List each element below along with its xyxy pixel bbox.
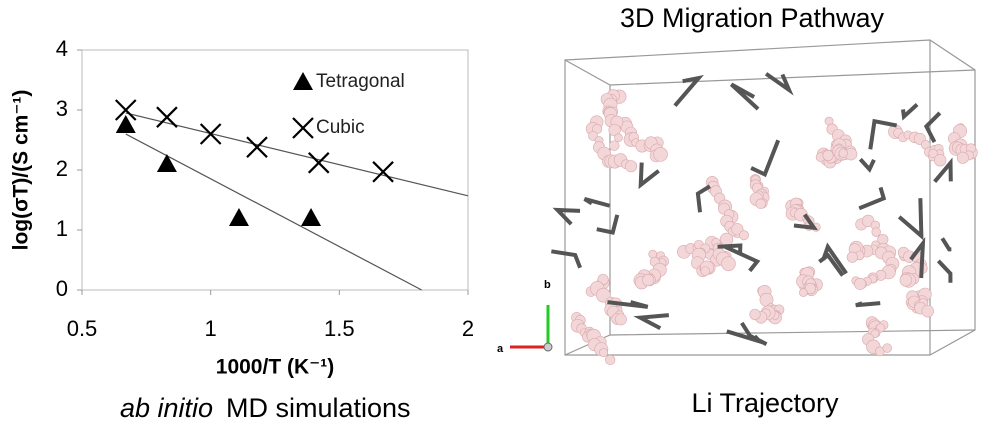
y-tick-label: 1 xyxy=(56,216,68,241)
data-point xyxy=(199,123,222,145)
trajectory-path xyxy=(909,236,926,279)
trajectory-path xyxy=(723,244,761,273)
cell-edge xyxy=(564,59,976,86)
trajectory-blob xyxy=(921,304,934,318)
plot-frame xyxy=(81,49,469,291)
trajectory-blob xyxy=(614,313,627,326)
data-point xyxy=(114,99,137,121)
trajectory-blob xyxy=(956,151,969,164)
cell-edge xyxy=(564,329,976,356)
trajectory-path xyxy=(855,301,881,308)
axis-origin xyxy=(543,342,553,352)
x-tick-label: 1 xyxy=(205,316,217,341)
trajectory-path xyxy=(901,103,919,121)
legend-marker xyxy=(293,72,313,90)
trajectory xyxy=(551,72,978,366)
trajectory-blob xyxy=(749,308,761,320)
trajectory-blob xyxy=(822,149,834,161)
y-tick-label: 0 xyxy=(56,276,68,301)
data-point xyxy=(301,208,322,226)
x-tick-label: 0.5 xyxy=(67,316,98,341)
caption-italic: ab initio xyxy=(120,393,213,423)
trajectory-path xyxy=(764,72,794,96)
data-point xyxy=(372,161,394,183)
trajectory-path xyxy=(933,157,953,183)
trajectory-path xyxy=(717,243,743,253)
trajectory-blob xyxy=(609,140,620,151)
trajectory-path xyxy=(633,313,670,331)
data-point xyxy=(228,208,249,226)
trajectory-path xyxy=(638,162,660,190)
image-title: 3D Migration Pathway xyxy=(620,3,885,33)
x-tick-label: 1.5 xyxy=(324,316,355,341)
trajectory-blob xyxy=(928,148,938,158)
trajectory-path xyxy=(858,157,876,173)
x-tick-label: 2 xyxy=(462,316,474,341)
trajectory-blob xyxy=(642,274,655,287)
trajectory-blob xyxy=(739,230,749,241)
y-tick-label: 2 xyxy=(56,156,68,181)
data-point xyxy=(307,152,330,174)
caption-text: MD simulations xyxy=(226,393,411,423)
y-axis-label: log(σT)/(S cm⁻¹) xyxy=(10,90,33,251)
trajectory-path xyxy=(726,329,766,346)
trajectory-blob xyxy=(799,288,808,297)
trajectory-blob xyxy=(899,274,913,287)
y-tick-label: 3 xyxy=(56,96,68,121)
legend-marker xyxy=(292,117,314,139)
trajectory-path xyxy=(607,300,649,309)
trajectory-path xyxy=(793,213,819,231)
trajectory-path xyxy=(583,196,611,208)
data-point xyxy=(156,106,178,128)
trajectory-path xyxy=(818,252,845,277)
axis-b-label: b xyxy=(544,279,551,291)
trajectory-blob xyxy=(755,198,766,210)
trajectory-path xyxy=(673,75,704,107)
trajectory-blob xyxy=(804,282,816,295)
fit-line xyxy=(125,133,422,291)
image-label: Li Trajectory xyxy=(691,388,839,418)
axis-a-label: a xyxy=(497,343,504,355)
trajectory-path xyxy=(868,118,898,150)
trajectory-path xyxy=(596,214,620,235)
trajectory-path xyxy=(750,139,781,178)
trajectory-path xyxy=(551,249,582,269)
x-axis-label: 1000/T (K⁻¹) xyxy=(216,356,334,379)
y-tick-label: 4 xyxy=(56,36,68,61)
trajectory-path xyxy=(858,186,887,211)
trajectory-path xyxy=(897,198,924,241)
trajectory-blob xyxy=(854,277,867,290)
trajectory-blob xyxy=(846,251,858,263)
trajectory-blob xyxy=(933,154,947,167)
data-point xyxy=(156,154,177,172)
legend-label: Cubic xyxy=(316,117,365,138)
trajectory-blob xyxy=(838,148,848,158)
data-point xyxy=(246,136,268,158)
trajectory-path xyxy=(936,259,953,283)
trajectory-path xyxy=(552,207,581,226)
trajectory-path xyxy=(729,82,760,111)
legend-label: Tetragonal xyxy=(316,71,405,92)
trajectory-blob xyxy=(599,348,609,358)
trajectory-path xyxy=(940,237,952,252)
fit-line xyxy=(125,112,469,197)
trajectory-blob xyxy=(605,354,616,366)
trajectory-path xyxy=(923,111,942,144)
data-point xyxy=(115,115,136,133)
trajectory-blob xyxy=(653,147,668,162)
trajectory-blob xyxy=(882,343,892,353)
trajectory-blob xyxy=(700,266,710,276)
trajectory-path xyxy=(821,242,848,275)
trajectory-path xyxy=(695,184,711,213)
trajectory-blob xyxy=(625,160,638,173)
trajectory-blob xyxy=(721,256,736,271)
trajectory-blob xyxy=(614,133,623,143)
trajectory-blob xyxy=(871,227,881,237)
